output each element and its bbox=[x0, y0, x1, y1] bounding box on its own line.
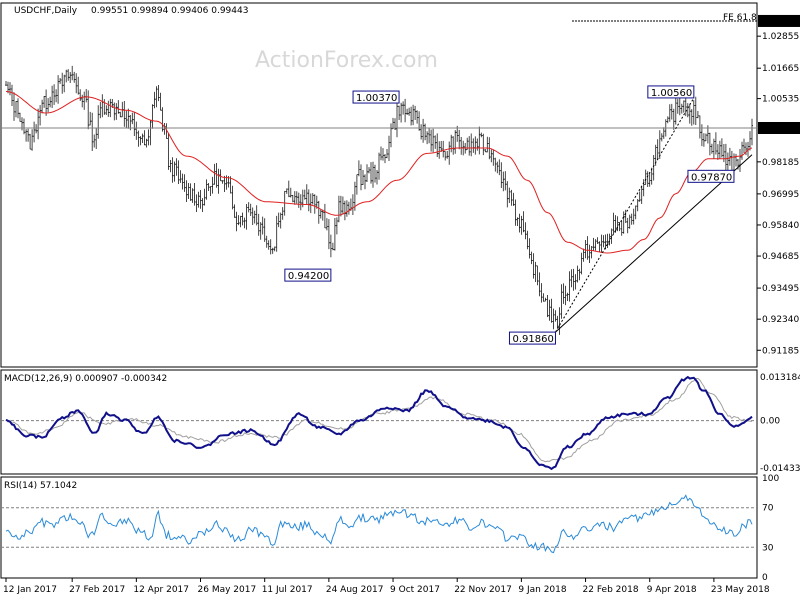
rsi-layer bbox=[1, 494, 757, 554]
price-annotation-box bbox=[508, 331, 556, 345]
price-bars bbox=[5, 65, 753, 335]
watermark-text: ActionForex.com bbox=[255, 48, 438, 73]
x-tick-label: 23 May 2018 bbox=[711, 585, 770, 595]
price-annotation-box bbox=[352, 90, 400, 104]
price-y-tick-label: 0.91185 bbox=[762, 346, 799, 356]
price-layer: FE 61.8 1.00370 0.94200 0.91860 1.00560 0.978… bbox=[1, 13, 757, 345]
price-y-tick-label: 0.98185 bbox=[762, 158, 799, 168]
rsi-y-tick-label: 100 bbox=[762, 474, 779, 484]
axis-layer: 1.03420 0.99443 1.02855 1.01665 1.00535 0.981… bbox=[3, 14, 800, 595]
price-y-tick-label: 0.92340 bbox=[762, 315, 799, 325]
price-annotation-label: 0.97870 bbox=[691, 172, 732, 183]
macd-title: MACD(12,26,9) 0.000907 -0.000342 bbox=[4, 374, 167, 384]
x-tick-label: 12 Jan 2017 bbox=[3, 585, 57, 595]
x-tick-label: 11 Jul 2017 bbox=[262, 585, 313, 595]
price-panel-frame bbox=[0, 2, 758, 368]
current-price-tag bbox=[758, 121, 800, 134]
price-ohlc: 0.99551 0.99894 0.99406 0.99443 bbox=[91, 6, 248, 16]
price-title: USDCHF,Daily bbox=[14, 6, 78, 16]
fib-extension-label: FE 61.8 bbox=[723, 13, 757, 23]
x-tick-label: 9 Jan 2018 bbox=[518, 585, 566, 595]
price-y-tick-label: 1.01665 bbox=[762, 64, 799, 74]
rsi-line bbox=[5, 494, 753, 554]
price-annotation-label: 0.94200 bbox=[288, 271, 329, 282]
price-annotation-box bbox=[284, 268, 332, 282]
price-y-tick-label: 1.00535 bbox=[762, 95, 799, 105]
x-tick-label: 9 Oct 2017 bbox=[390, 585, 440, 595]
price-y-tick-label: 0.96995 bbox=[762, 190, 799, 200]
macd-layer bbox=[1, 375, 757, 471]
rsi-y-tick-label: 0 bbox=[762, 573, 768, 583]
x-tick-label: 22 Nov 2017 bbox=[454, 585, 512, 595]
price-annotation-box bbox=[647, 85, 695, 99]
price-annotation-label: 1.00560 bbox=[651, 88, 692, 99]
x-tick-label: 24 Aug 2017 bbox=[326, 585, 384, 595]
macd-y-tick-label: 0.00 bbox=[760, 417, 780, 427]
price-title-group: USDCHF,Daily 0.99551 0.99894 0.99406 0.9… bbox=[14, 6, 248, 16]
price-annotation-box bbox=[687, 169, 735, 183]
x-tick-label: 9 Apr 2018 bbox=[647, 585, 697, 595]
macd-y-tick-label: -0.014339 bbox=[760, 464, 800, 474]
price-y-tick-label: 1.02855 bbox=[762, 32, 799, 42]
support-trendline bbox=[555, 154, 753, 333]
price-y-tick-label: 0.93495 bbox=[762, 284, 799, 294]
projection-trendline bbox=[555, 97, 695, 333]
rsi-y-tick-label: 70 bbox=[762, 504, 774, 514]
price-annotation-label: 1.00370 bbox=[356, 93, 397, 104]
x-tick-label: 27 Feb 2017 bbox=[69, 585, 125, 595]
x-tick-label: 22 Feb 2018 bbox=[583, 585, 639, 595]
x-tick-label: 26 May 2017 bbox=[198, 585, 257, 595]
moving-average-line bbox=[5, 91, 753, 254]
fib-value-tag-label: 1.03420 bbox=[761, 18, 798, 28]
current-price-tag-label: 0.99443 bbox=[761, 125, 798, 135]
x-tick-label: 12 Apr 2017 bbox=[133, 585, 189, 595]
fib-value-tag bbox=[758, 14, 800, 27]
rsi-y-tick-label: 30 bbox=[762, 543, 774, 553]
price-annotation-label: 0.91860 bbox=[512, 334, 553, 345]
macd-signal-line bbox=[5, 378, 753, 463]
macd-y-tick-label: 0.013184 bbox=[760, 373, 800, 383]
macd-panel-frame bbox=[0, 369, 758, 475]
price-y-tick-label: 0.95840 bbox=[762, 221, 799, 231]
rsi-title: RSI(14) 57.1042 bbox=[4, 481, 77, 491]
macd-main-line bbox=[5, 375, 753, 471]
rsi-panel-frame bbox=[0, 476, 758, 579]
price-y-tick-label: 0.94685 bbox=[762, 252, 799, 262]
